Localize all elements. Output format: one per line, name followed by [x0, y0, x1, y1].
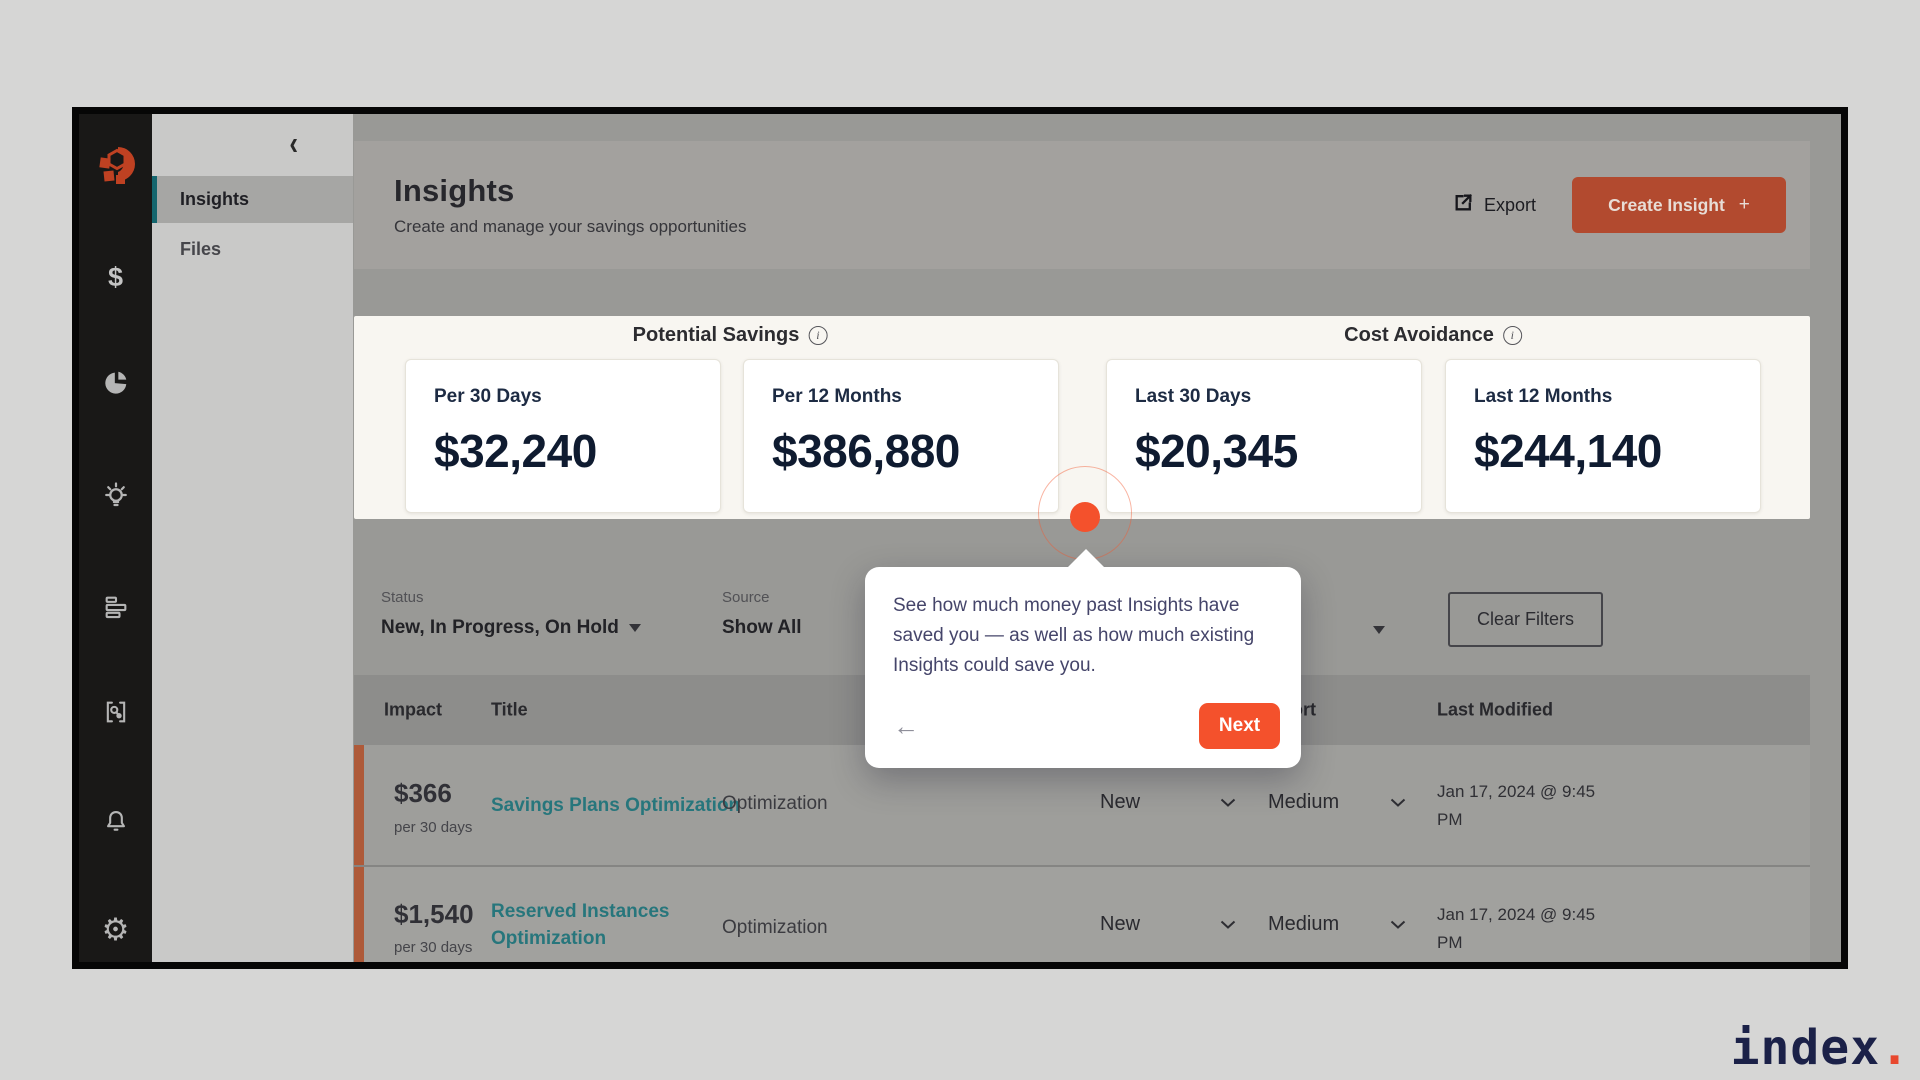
impact-value: $366	[394, 778, 452, 808]
chevron-down-icon	[628, 624, 641, 632]
savings-stats-panel: Potential Savings i Cost Avoidance i Per…	[354, 316, 1810, 519]
stat-card-per-12-months: Per 12 Months $386,880	[743, 359, 1059, 513]
insight-title-link[interactable]: Reserved Instances Optimization	[491, 901, 670, 949]
tour-next-button[interactable]: Next	[1199, 703, 1280, 749]
row-accent-bar	[354, 745, 364, 865]
impact-period: per 30 days	[394, 939, 473, 956]
export-icon	[1453, 192, 1474, 218]
chevron-down-icon	[1220, 920, 1236, 929]
chevron-down-icon	[1390, 798, 1406, 807]
status-dropdown[interactable]: New	[1100, 913, 1236, 936]
page-header-text: Insights Create and manage your savings …	[394, 173, 747, 237]
app-window: $	[72, 107, 1848, 969]
resource-brackets-icon[interactable]	[102, 698, 130, 726]
header-actions: Export Create Insight +	[1453, 177, 1786, 233]
stat-value: $244,140	[1474, 425, 1662, 477]
column-header-last-modified: Last Modified	[1437, 699, 1553, 720]
table-row[interactable]: $366 per 30 days Savings Plans Optimizat…	[354, 745, 1810, 865]
tooltip-arrow	[1067, 549, 1105, 568]
tour-tooltip-text: See how much money past Insights have sa…	[893, 595, 1255, 676]
source-filter-value: Show All	[722, 617, 802, 638]
page-header: Insights Create and manage your savings …	[354, 141, 1810, 269]
page-subtitle: Create and manage your savings opportuni…	[394, 217, 747, 236]
table-row[interactable]: $1,540 per 30 days Reserved Instances Op…	[354, 867, 1810, 962]
sidebar-item-insights[interactable]: Insights	[152, 176, 353, 223]
stat-label: Per 30 Days	[434, 386, 542, 407]
info-icon[interactable]: i	[1502, 326, 1522, 345]
effort-dropdown[interactable]: Medium	[1268, 791, 1406, 814]
status-filter-value: New, In Progress, On Hold	[381, 617, 619, 638]
export-label: Export	[1483, 194, 1536, 215]
sidebar-item-label: Insights	[180, 189, 250, 209]
info-icon[interactable]: i	[808, 326, 828, 345]
lightbulb-icon[interactable]	[101, 480, 131, 510]
page-title: Insights	[394, 173, 515, 208]
effort-dropdown[interactable]: Medium	[1268, 913, 1406, 936]
tour-tooltip-footer: ← Next	[893, 703, 1280, 749]
stat-card-last-12-months: Last 12 Months $244,140	[1445, 359, 1761, 513]
status-value: New	[1100, 791, 1141, 813]
effort-value: Medium	[1268, 791, 1340, 813]
source-filter-label: Source	[722, 589, 770, 606]
group-title-label: Cost Avoidance	[1344, 324, 1494, 346]
chevron-down-icon	[1390, 920, 1406, 929]
watermark-text: index	[1730, 1020, 1881, 1076]
stat-value: $386,880	[772, 425, 960, 477]
export-button[interactable]: Export	[1453, 192, 1536, 218]
icon-rail: $	[79, 114, 152, 962]
dollar-icon[interactable]: $	[107, 262, 124, 292]
insight-type: Optimization	[722, 917, 828, 938]
index-watermark: index.	[1731, 1020, 1910, 1076]
stat-value: $32,240	[434, 425, 597, 477]
gear-icon[interactable]: ⚙	[101, 912, 130, 947]
stat-label: Last 30 Days	[1135, 386, 1252, 407]
collapse-sidebar-icon[interactable]: ‹	[289, 123, 298, 163]
app-logo-icon[interactable]	[92, 141, 140, 189]
impact-period: per 30 days	[394, 819, 473, 836]
hidden-filter-chevron-down-icon[interactable]	[1373, 626, 1385, 634]
stat-value: $20,345	[1135, 425, 1298, 477]
column-header-title: Title	[491, 699, 528, 720]
clear-filters-button[interactable]: Clear Filters	[1448, 592, 1603, 647]
stat-card-per-30-days: Per 30 Days $32,240	[405, 359, 721, 513]
effort-value: Medium	[1268, 913, 1340, 935]
list-bars-icon[interactable]	[102, 594, 130, 620]
watermark-dot: .	[1880, 1020, 1910, 1076]
source-filter-dropdown[interactable]: Show All	[722, 617, 802, 639]
sidebar-item-label: Files	[180, 239, 222, 259]
last-modified: Jan 17, 2024 @ 9:45 PM	[1437, 905, 1596, 952]
status-filter-dropdown[interactable]: New, In Progress, On Hold	[381, 617, 641, 639]
status-filter-label: Status	[381, 589, 424, 606]
stat-label: Last 12 Months	[1474, 386, 1613, 407]
stat-card-last-30-days: Last 30 Days $20,345	[1106, 359, 1422, 513]
insight-type: Optimization	[722, 793, 828, 814]
plus-icon: +	[1738, 194, 1750, 215]
tour-tooltip: See how much money past Insights have sa…	[865, 549, 1301, 768]
group-title-label: Potential Savings	[632, 324, 800, 346]
create-insight-button[interactable]: Create Insight +	[1572, 177, 1786, 233]
potential-savings-title: Potential Savings i	[633, 324, 828, 347]
stat-label: Per 12 Months	[772, 386, 902, 407]
bell-icon[interactable]	[102, 808, 130, 836]
chevron-down-icon	[1220, 798, 1236, 807]
last-modified: Jan 17, 2024 @ 9:45 PM	[1437, 782, 1596, 829]
insight-title-link[interactable]: Savings Plans Optimization	[491, 795, 741, 816]
row-accent-bar	[354, 867, 364, 962]
row-divider	[354, 865, 1810, 867]
create-insight-label: Create Insight	[1608, 194, 1725, 215]
status-dropdown[interactable]: New	[1100, 791, 1236, 814]
tour-beacon-dot[interactable]	[1070, 502, 1100, 532]
secondary-sidebar: ‹ Insights Files	[152, 114, 353, 962]
sidebar-item-files[interactable]: Files	[152, 226, 353, 273]
column-header-impact: Impact	[384, 699, 443, 720]
back-arrow-icon[interactable]: ←	[893, 711, 919, 741]
cost-avoidance-title: Cost Avoidance i	[1344, 324, 1522, 347]
pie-chart-icon[interactable]	[102, 368, 130, 396]
status-value: New	[1100, 913, 1141, 935]
impact-value: $1,540	[394, 899, 474, 929]
